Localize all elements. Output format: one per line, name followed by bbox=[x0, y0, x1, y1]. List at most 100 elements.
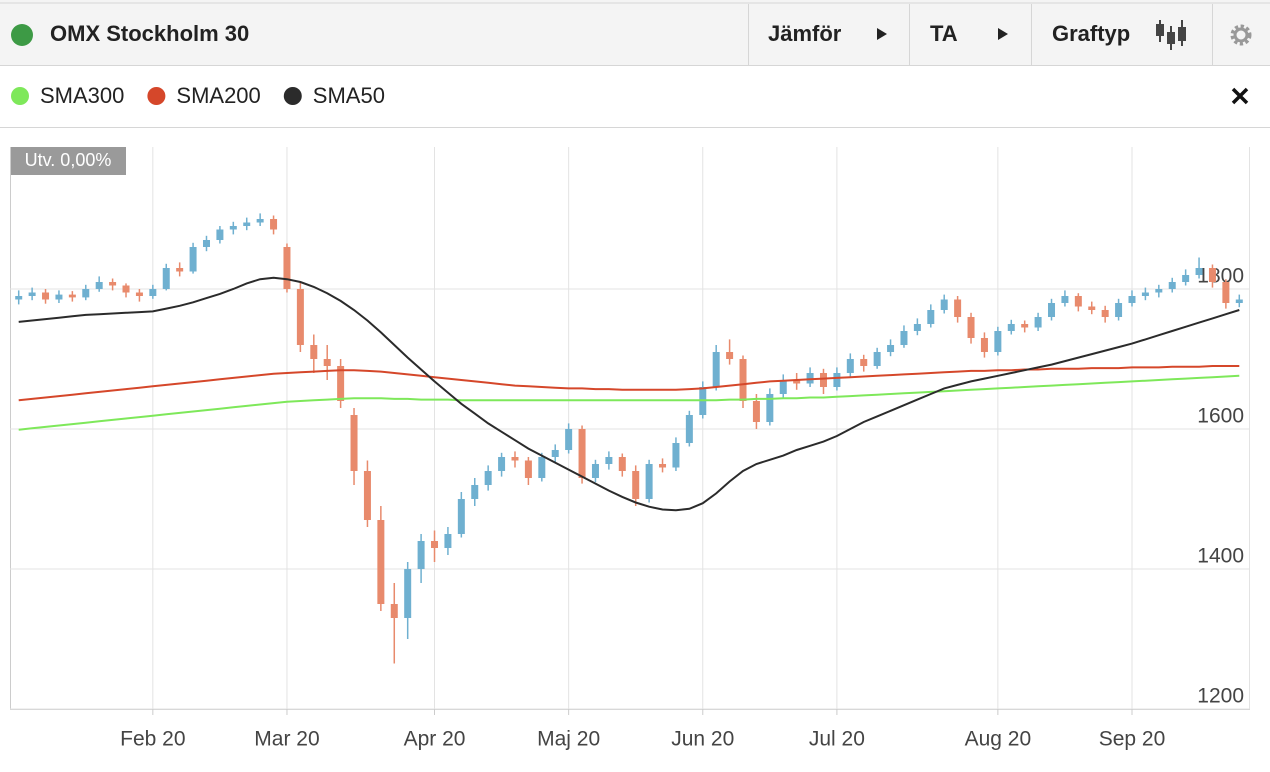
candle-body bbox=[189, 247, 197, 272]
legend-swatch bbox=[11, 87, 29, 105]
x-tick-label: Maj 20 bbox=[537, 728, 600, 751]
x-tick-label: Feb 20 bbox=[120, 728, 185, 751]
legend-label: SMA300 bbox=[40, 83, 124, 108]
candle-body bbox=[524, 460, 532, 478]
legend-swatch bbox=[283, 87, 302, 105]
candle-body bbox=[202, 240, 210, 247]
candle-body bbox=[243, 222, 251, 226]
x-tick-label: Mar 20 bbox=[254, 728, 319, 751]
candle-body bbox=[55, 294, 63, 300]
candle-body bbox=[913, 324, 921, 331]
candle-body bbox=[739, 359, 747, 401]
candle-body bbox=[390, 604, 398, 618]
ta-button[interactable]: TA bbox=[909, 4, 1009, 65]
candle-body bbox=[873, 352, 881, 366]
candle-body bbox=[1021, 324, 1029, 328]
candle-body bbox=[887, 345, 895, 352]
candle-body bbox=[806, 373, 814, 384]
candle-body bbox=[994, 331, 1002, 352]
close-button[interactable] bbox=[1231, 87, 1249, 105]
change-badge bbox=[10, 147, 126, 175]
candle-body bbox=[109, 282, 117, 286]
sma-line bbox=[18, 365, 1240, 402]
candle-body bbox=[310, 345, 318, 359]
x-tick-label: Sep 20 bbox=[1099, 728, 1166, 751]
candle-body bbox=[431, 541, 439, 548]
candle-body bbox=[162, 268, 170, 289]
x-tick-label: Jul 20 bbox=[809, 728, 865, 751]
candle-body bbox=[122, 285, 130, 293]
candle-body bbox=[484, 471, 492, 485]
candle-body bbox=[605, 457, 613, 464]
candle-body bbox=[860, 359, 868, 366]
candle-body bbox=[1061, 296, 1069, 303]
x-tick-label: Apr 20 bbox=[404, 728, 466, 751]
y-tick-label: 1200 bbox=[1197, 685, 1244, 708]
candle-body bbox=[498, 457, 506, 471]
button-label[interactable]: TA bbox=[930, 21, 958, 46]
candle-body bbox=[1101, 310, 1109, 317]
candle-body bbox=[1088, 306, 1096, 310]
candle-body bbox=[833, 373, 841, 387]
candle-body bbox=[1222, 282, 1230, 303]
compare-button[interactable]: Jämför bbox=[748, 4, 888, 65]
candle-body bbox=[216, 229, 224, 240]
candle-body bbox=[1208, 268, 1216, 282]
candle-body bbox=[712, 352, 720, 387]
candle-body bbox=[632, 471, 640, 499]
candle-body bbox=[1182, 275, 1190, 282]
candle-body bbox=[618, 457, 626, 471]
candle-body bbox=[363, 471, 371, 520]
candle-body bbox=[457, 499, 465, 534]
candle-body bbox=[766, 394, 774, 422]
candle-body bbox=[471, 485, 479, 499]
y-tick-label: 1800 bbox=[1197, 265, 1244, 288]
candle-body bbox=[15, 296, 23, 300]
candle-body bbox=[819, 373, 827, 387]
candle-body bbox=[1007, 324, 1015, 331]
candle-body bbox=[1115, 303, 1123, 317]
sma-line bbox=[18, 374, 1240, 431]
candle-body bbox=[1195, 268, 1203, 275]
candle-body bbox=[176, 268, 184, 272]
candle-body bbox=[659, 464, 667, 468]
candle-body bbox=[417, 541, 425, 569]
candle-body bbox=[752, 401, 760, 422]
candle-body bbox=[927, 310, 935, 324]
y-tick-label: 1600 bbox=[1197, 405, 1244, 428]
candle-body bbox=[404, 569, 412, 618]
candle-body bbox=[511, 457, 519, 461]
settings-button[interactable] bbox=[1212, 4, 1252, 65]
candle-body bbox=[444, 534, 452, 548]
candle-body bbox=[538, 457, 546, 478]
sma-line bbox=[18, 276, 1240, 512]
candle-body bbox=[672, 443, 680, 468]
candle-body bbox=[967, 317, 975, 338]
candle-body bbox=[685, 415, 693, 443]
candle-body bbox=[726, 352, 734, 359]
candle-body bbox=[565, 429, 573, 450]
candle-body bbox=[793, 380, 801, 384]
candle-body bbox=[1141, 292, 1149, 296]
charttype-button[interactable]: Graftyp bbox=[1031, 4, 1186, 65]
candle-body bbox=[350, 415, 358, 471]
legend-label: SMA200 bbox=[176, 83, 260, 108]
candle-body bbox=[377, 520, 385, 604]
candle-body bbox=[135, 292, 143, 296]
candle-body bbox=[1235, 299, 1243, 303]
status-dot bbox=[11, 24, 33, 46]
candle-body bbox=[846, 359, 854, 373]
candle-body bbox=[940, 299, 948, 310]
legend-label: SMA50 bbox=[313, 83, 385, 108]
candle-body bbox=[283, 247, 291, 289]
button-label[interactable]: Graftyp bbox=[1052, 21, 1130, 46]
candle-body bbox=[1074, 296, 1082, 307]
button-label[interactable]: Jämför bbox=[768, 21, 842, 46]
candle-body bbox=[1168, 282, 1176, 289]
candle-body bbox=[779, 380, 787, 394]
candle-body bbox=[95, 282, 103, 289]
candle-body bbox=[1034, 317, 1042, 328]
candle-body bbox=[551, 450, 559, 457]
